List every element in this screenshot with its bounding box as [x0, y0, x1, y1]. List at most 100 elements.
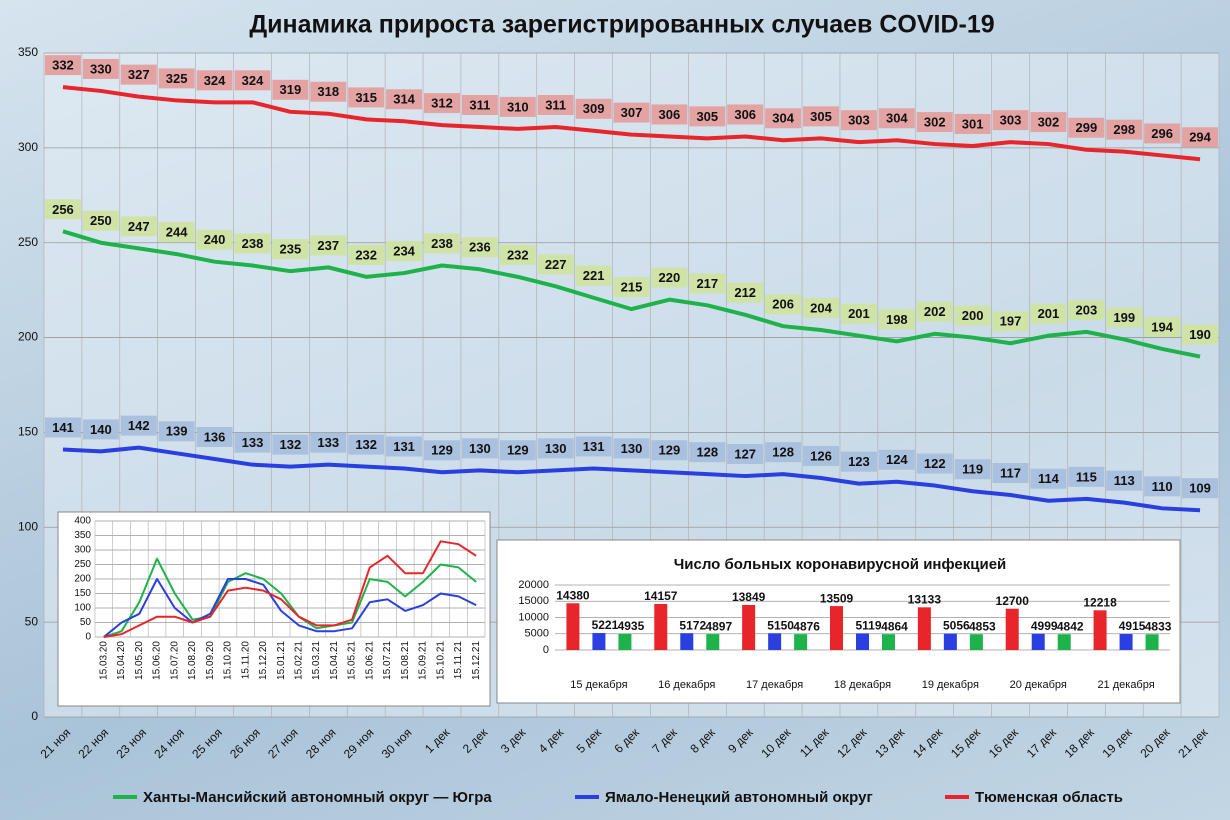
- data-label-box: [348, 87, 385, 108]
- data-label: 306: [734, 107, 756, 122]
- data-label: 332: [52, 58, 74, 73]
- data-label-box: [44, 417, 81, 438]
- data-label: 215: [621, 280, 643, 295]
- data-label: 13133: [908, 592, 942, 606]
- data-label: 238: [431, 236, 453, 251]
- x-tick-label: 17 декабря: [746, 679, 803, 691]
- data-label: 109: [1189, 481, 1211, 496]
- data-label: 302: [924, 115, 946, 130]
- data-label: 240: [204, 232, 226, 247]
- data-label-box: [954, 305, 991, 326]
- data-label: 114: [1038, 471, 1060, 486]
- x-tick-label: 15.10.20: [223, 641, 234, 680]
- x-tick-label: 15.06.20: [152, 641, 163, 680]
- series-line: [62, 85, 1201, 162]
- x-tick-label: 15.12.20: [258, 641, 269, 680]
- bar: [1093, 610, 1107, 650]
- bar: [654, 603, 668, 650]
- data-label: 128: [772, 445, 794, 460]
- data-label: 201: [1038, 306, 1060, 321]
- data-label: 133: [317, 435, 339, 450]
- data-label-box: [613, 277, 650, 298]
- y-tick-label: 0: [543, 644, 549, 656]
- x-tick-label: 15.10.21: [435, 641, 446, 680]
- data-label: 122: [924, 456, 946, 471]
- data-label: 232: [355, 247, 377, 262]
- data-label-box: [765, 108, 802, 129]
- data-label: 126: [810, 448, 832, 463]
- data-label-box: [423, 233, 460, 254]
- data-label-box: [651, 440, 688, 461]
- x-tick-label: 15.06.21: [364, 641, 375, 680]
- data-label-box: [461, 237, 498, 258]
- y-tick-label: 100: [74, 603, 91, 614]
- y-tick-label: 0: [85, 632, 91, 643]
- x-tick-label: 21 ноя: [38, 725, 74, 761]
- x-tick-label: 15.05.21: [347, 641, 358, 680]
- data-label-box: [1144, 316, 1181, 337]
- data-label: 311: [469, 97, 490, 112]
- y-tick-label: 150: [18, 425, 38, 439]
- data-label: 314: [393, 92, 415, 107]
- y-tick-label: 200: [18, 330, 38, 344]
- y-tick-label: 250: [74, 559, 91, 570]
- data-label-box: [1144, 476, 1181, 497]
- data-label-box: [348, 434, 385, 455]
- y-tick-label: 350: [74, 530, 91, 541]
- data-label: 136: [204, 429, 226, 444]
- data-label: 310: [507, 99, 529, 114]
- data-label: 129: [431, 443, 453, 458]
- data-label: 303: [1000, 113, 1022, 128]
- data-label: 140: [90, 422, 112, 437]
- bar: [706, 634, 720, 650]
- data-label-box: [575, 265, 612, 286]
- data-label-box: [158, 421, 195, 442]
- x-tick-label: 11 дек: [797, 725, 832, 760]
- data-label: 306: [659, 107, 681, 122]
- x-tick-label: 27 ноя: [265, 725, 301, 761]
- y-tick-label: 200: [74, 574, 91, 585]
- bar: [618, 633, 632, 650]
- data-label-box: [1030, 468, 1067, 489]
- data-label: 238: [242, 236, 264, 251]
- bar: [1119, 634, 1133, 650]
- data-label: 296: [1151, 126, 1173, 141]
- data-label-box: [272, 239, 309, 260]
- data-label: 5056: [943, 619, 970, 633]
- data-label: 303: [848, 113, 870, 128]
- data-label: 128: [696, 445, 718, 460]
- data-label-box: [82, 58, 119, 79]
- data-label: 325: [166, 71, 188, 86]
- data-label: 202: [924, 304, 946, 319]
- bar: [794, 634, 808, 650]
- data-label-box: [992, 311, 1029, 332]
- series-line: [62, 229, 1201, 359]
- data-label-box: [803, 297, 840, 318]
- data-label-box: [575, 98, 612, 119]
- bar: [680, 633, 694, 650]
- x-tick-label: 29 ноя: [341, 725, 377, 761]
- x-tick-label: 30 ноя: [379, 725, 415, 761]
- data-label-box: [537, 94, 574, 115]
- data-label-box: [840, 451, 877, 472]
- bar: [943, 633, 957, 650]
- data-label-box: [613, 102, 650, 123]
- data-label-box: [689, 442, 726, 463]
- data-label: 124: [886, 452, 908, 467]
- data-label-box: [727, 282, 764, 303]
- legend-label: Ханты-Мансийский автономный округ — Югра: [143, 789, 492, 806]
- x-tick-label: 15 дек: [948, 725, 984, 761]
- data-label-box: [44, 55, 81, 76]
- x-tick-label: 15.08.20: [187, 641, 198, 680]
- data-label: 198: [886, 312, 908, 327]
- data-label: 133: [242, 435, 264, 450]
- x-tick-label: 20 декабря: [1010, 679, 1067, 691]
- x-tick-label: 26 ноя: [227, 725, 263, 761]
- data-label: 5172: [679, 618, 706, 632]
- data-label: 244: [166, 225, 188, 240]
- inset-line-box: [57, 511, 491, 707]
- data-label-box: [803, 106, 840, 127]
- data-label: 4915: [1119, 619, 1146, 633]
- x-tick-label: 23 ноя: [113, 725, 149, 761]
